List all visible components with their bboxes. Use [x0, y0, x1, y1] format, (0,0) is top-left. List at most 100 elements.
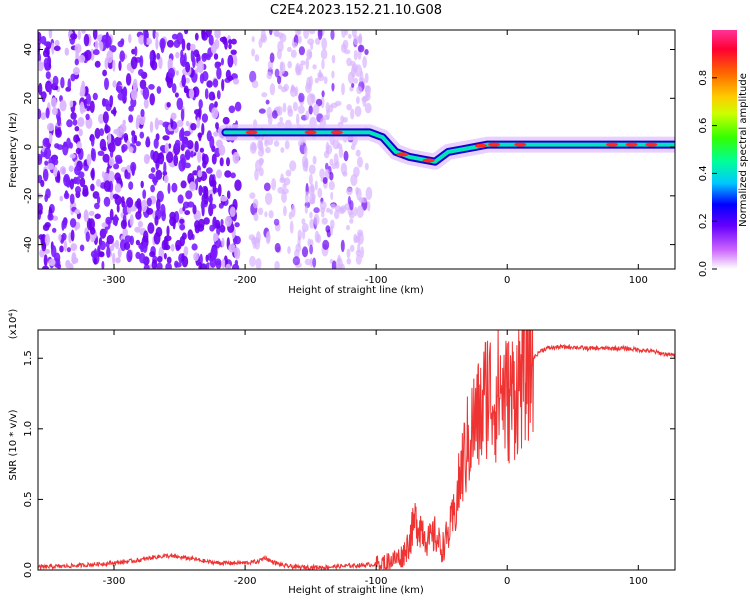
noise-speckle	[74, 58, 80, 66]
noise-speckle	[228, 105, 236, 114]
noise-speckle	[287, 46, 292, 53]
noise-speckle	[92, 92, 98, 101]
snr-y-axis-label: SNR (10 * v/v)	[8, 409, 19, 480]
noise-speckle	[288, 211, 293, 220]
noise-speckle	[44, 160, 49, 166]
snr-y-tick-label: 1.5	[23, 350, 34, 366]
noise-speckle	[196, 60, 204, 73]
noise-speckle	[341, 82, 345, 96]
noise-speckle	[305, 191, 309, 204]
noise-speckle	[282, 102, 287, 113]
noise-speckle	[69, 193, 75, 205]
noise-speckle	[198, 132, 202, 142]
noise-speckle	[116, 204, 120, 213]
noise-speckle	[331, 54, 336, 64]
noise-speckle	[145, 37, 152, 46]
noise-speckle	[277, 32, 284, 39]
noise-speckle	[162, 135, 170, 141]
noise-speckle	[353, 166, 360, 178]
noise-speckle	[184, 151, 191, 160]
noise-speckle	[295, 243, 302, 253]
noise-speckle	[279, 116, 284, 123]
noise-speckle	[326, 229, 332, 238]
noise-speckle	[329, 171, 334, 181]
noise-speckle	[312, 64, 317, 70]
noise-speckle	[233, 235, 241, 245]
noise-speckle	[226, 157, 230, 167]
noise-speckle	[69, 153, 76, 159]
noise-speckle	[84, 98, 88, 109]
noise-speckle	[38, 155, 43, 165]
noise-speckle	[104, 125, 111, 134]
noise-speckle	[105, 216, 112, 225]
noise-speckle	[103, 180, 111, 192]
noise-speckle	[51, 245, 57, 258]
noise-speckle	[357, 156, 363, 168]
noise-speckle	[71, 252, 77, 265]
noise-speckle	[309, 244, 313, 255]
noise-speckle	[68, 165, 74, 172]
noise-speckle	[53, 166, 58, 178]
noise-speckle	[353, 233, 358, 244]
noise-speckle	[206, 167, 213, 174]
noise-speckle	[289, 220, 294, 234]
noise-speckle	[115, 257, 121, 264]
noise-speckle	[317, 30, 323, 40]
noise-speckle	[125, 172, 131, 180]
noise-speckle	[117, 247, 122, 258]
noise-speckle	[161, 239, 168, 251]
noise-speckle	[129, 214, 134, 227]
noise-speckle	[258, 108, 266, 114]
noise-speckle	[88, 210, 95, 216]
noise-speckle	[217, 183, 222, 197]
noise-speckle	[90, 183, 95, 192]
noise-speckle	[304, 145, 308, 157]
noise-speckle	[137, 203, 142, 214]
noise-speckle	[354, 105, 362, 117]
noise-speckle	[283, 205, 287, 217]
noise-speckle	[216, 67, 222, 80]
spectrogram-marks	[38, 30, 675, 269]
noise-speckle	[97, 150, 105, 156]
noise-speckle	[340, 239, 345, 253]
noise-speckle	[357, 44, 365, 53]
snr-y-multiplier: (x10⁴)	[8, 309, 19, 340]
noise-speckle	[38, 60, 42, 67]
noise-speckle	[92, 30, 98, 40]
noise-speckle	[331, 70, 335, 79]
noise-speckle	[180, 180, 187, 189]
noise-speckle	[94, 127, 101, 139]
noise-speckle	[99, 128, 105, 137]
noise-speckle	[104, 226, 108, 234]
noise-speckle	[52, 215, 59, 221]
noise-speckle	[48, 133, 53, 144]
noise-speckle	[158, 152, 165, 165]
noise-speckle	[280, 61, 286, 75]
spectrogram-frame	[37, 29, 676, 270]
noise-speckle	[251, 143, 257, 152]
noise-speckle	[349, 218, 354, 224]
noise-speckle	[308, 185, 315, 196]
noise-speckle	[196, 117, 201, 129]
noise-speckle	[43, 147, 52, 160]
noise-speckle	[181, 139, 189, 148]
noise-speckle	[194, 32, 199, 41]
noise-speckle	[364, 72, 369, 84]
noise-speckle	[346, 258, 352, 265]
spectrogram-x-tick-label: -100	[365, 275, 388, 286]
noise-speckle	[44, 233, 51, 246]
noise-speckle	[208, 93, 213, 100]
noise-speckle	[187, 201, 195, 208]
noise-speckle	[131, 130, 136, 137]
noise-speckle	[44, 63, 49, 71]
noise-speckle	[258, 207, 264, 216]
noise-speckle	[128, 33, 132, 44]
noise-speckle	[142, 189, 147, 199]
noise-speckle	[314, 180, 318, 191]
noise-speckle	[320, 96, 325, 109]
noise-speckle	[211, 107, 219, 119]
noise-speckle	[348, 33, 352, 39]
noise-speckle	[355, 149, 361, 157]
spectrogram-y-tick-label: -20	[23, 188, 34, 204]
noise-speckle	[317, 74, 325, 82]
